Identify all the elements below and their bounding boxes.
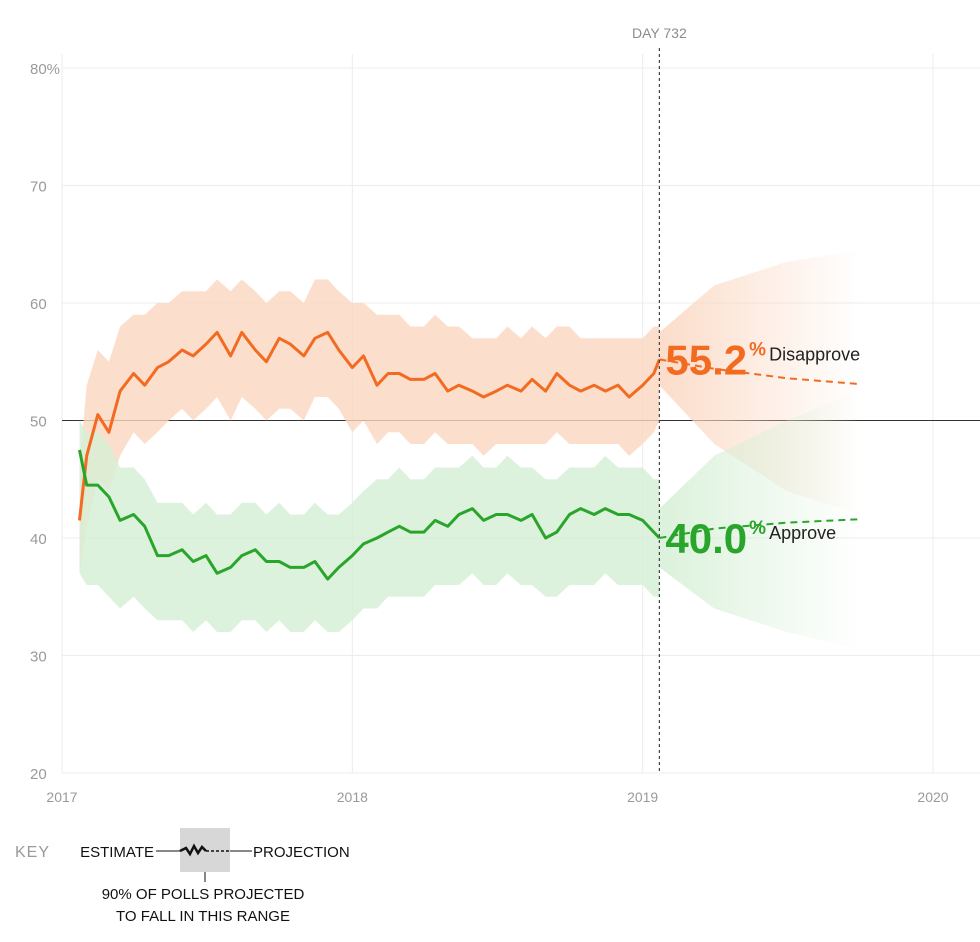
x-tick-label: 2017 bbox=[46, 789, 77, 805]
key-estimate-squiggle bbox=[179, 843, 207, 857]
approve-percent-sign: % bbox=[749, 518, 766, 539]
x-tick-label: 2020 bbox=[917, 789, 948, 805]
approve-line bbox=[78, 449, 661, 581]
approve-projection-line bbox=[659, 518, 860, 539]
y-tick-label: 80% bbox=[30, 61, 60, 78]
key-projection-label: PROJECTION bbox=[253, 844, 350, 861]
day-marker-label: DAY 732 bbox=[632, 25, 687, 41]
y-tick-label: 40 bbox=[30, 531, 47, 548]
x-tick-label: 2019 bbox=[627, 789, 658, 805]
approve-label: Approve bbox=[769, 523, 836, 543]
chart-key: KEY ESTIMATE PROJECTION 90% OF POLLS PRO… bbox=[15, 828, 350, 925]
y-tick-label: 60 bbox=[30, 296, 47, 313]
day-marker: DAY 732 bbox=[632, 25, 687, 773]
axis-labels: 20 30 40 50 60 70 80% 2017 2018 2019 2020 bbox=[30, 61, 949, 805]
disapprove-value: 55.2 bbox=[665, 336, 747, 383]
x-tick-label: 2018 bbox=[337, 789, 368, 805]
y-tick-label: 30 bbox=[30, 649, 47, 666]
y-tick-label: 20 bbox=[30, 766, 47, 783]
disapprove-percent-sign: % bbox=[749, 339, 766, 360]
key-range-line2: TO FALL IN THIS RANGE bbox=[116, 908, 290, 925]
approve-projection-band bbox=[659, 391, 860, 650]
disapprove-projection-line bbox=[659, 358, 860, 386]
disapprove-line bbox=[78, 330, 661, 521]
y-tick-label: 70 bbox=[30, 179, 47, 196]
key-title: KEY bbox=[15, 844, 50, 861]
approve-band bbox=[79, 420, 660, 632]
disapprove-band bbox=[79, 279, 660, 574]
series-lines bbox=[78, 330, 860, 581]
approve-value: 40.0 bbox=[665, 515, 747, 562]
disapprove-label: Disapprove bbox=[769, 344, 860, 364]
key-range-line1: 90% OF POLLS PROJECTED bbox=[102, 886, 305, 903]
y-tick-label: 50 bbox=[30, 414, 47, 431]
uncertainty-bands bbox=[79, 250, 860, 650]
key-estimate-label: ESTIMATE bbox=[80, 844, 154, 861]
current-value-labels: 55.2 % Disapprove 40.0 % Approve bbox=[665, 336, 860, 562]
